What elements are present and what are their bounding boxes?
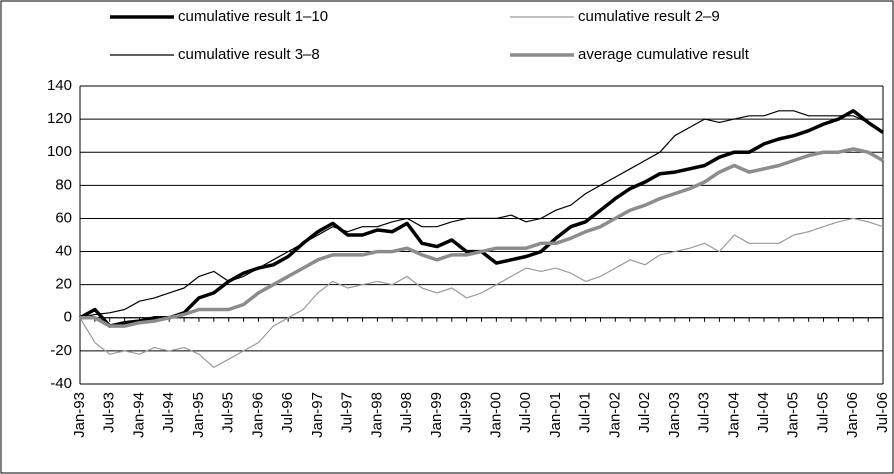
series-line xyxy=(80,147,884,328)
x-tick-label: Jul-95 xyxy=(220,392,237,433)
x-tick-label: Jul-94 xyxy=(160,392,177,433)
y-tick-label: 20 xyxy=(55,276,72,293)
x-tick-label: Jan-02 xyxy=(606,392,623,438)
y-tick-label: -40 xyxy=(50,375,72,392)
series-line xyxy=(79,217,884,368)
x-tick-label: Jan-93 xyxy=(71,392,88,438)
x-tick-label: Jul-01 xyxy=(577,392,594,433)
legend-label: cumulative result 1–10 xyxy=(178,8,328,25)
x-tick-label: Jan-01 xyxy=(547,392,564,438)
x-tick-label: Jul-02 xyxy=(636,392,653,433)
x-tick-label: Jul-06 xyxy=(874,392,891,433)
x-tick-label: Jan-03 xyxy=(666,392,683,438)
x-tick-label: Jul-97 xyxy=(339,392,356,433)
x-tick-label: Jan-98 xyxy=(368,392,385,438)
x-tick-label: Jul-03 xyxy=(696,392,713,433)
x-tick-label: Jan-96 xyxy=(249,392,266,438)
y-tick-label: 60 xyxy=(55,209,72,226)
x-tick-label: Jul-98 xyxy=(398,392,415,433)
x-tick-label: Jan-94 xyxy=(130,392,147,438)
y-tick-label: 0 xyxy=(64,309,72,326)
x-tick-label: Jan-95 xyxy=(190,392,207,438)
series-line xyxy=(79,110,884,319)
x-tick-label: Jul-93 xyxy=(101,392,118,433)
x-tick-label: Jul-00 xyxy=(517,392,534,433)
y-tick-label: 140 xyxy=(47,77,72,94)
x-tick-label: Jan-00 xyxy=(487,392,504,438)
y-tick-label: -20 xyxy=(50,342,72,359)
y-tick-label: 100 xyxy=(47,143,72,160)
x-tick-label: Jan-05 xyxy=(785,392,802,438)
y-tick-label: 120 xyxy=(47,110,72,127)
x-tick-label: Jan-06 xyxy=(844,392,861,438)
y-tick-label: 80 xyxy=(55,176,72,193)
legend-label: cumulative result 2–9 xyxy=(578,8,720,25)
x-tick-label: Jan-97 xyxy=(309,392,326,438)
x-tick-label: Jul-99 xyxy=(458,392,475,433)
x-tick-label: Jan-99 xyxy=(428,392,445,438)
x-tick-label: Jan-04 xyxy=(725,392,742,438)
legend-label: average cumulative result xyxy=(578,46,750,63)
x-tick-label: Jul-05 xyxy=(814,392,831,433)
x-tick-label: Jul-96 xyxy=(279,392,296,433)
x-tick-label: Jul-04 xyxy=(755,392,772,433)
y-tick-label: 40 xyxy=(55,243,72,260)
legend-label: cumulative result 3–8 xyxy=(178,46,320,63)
